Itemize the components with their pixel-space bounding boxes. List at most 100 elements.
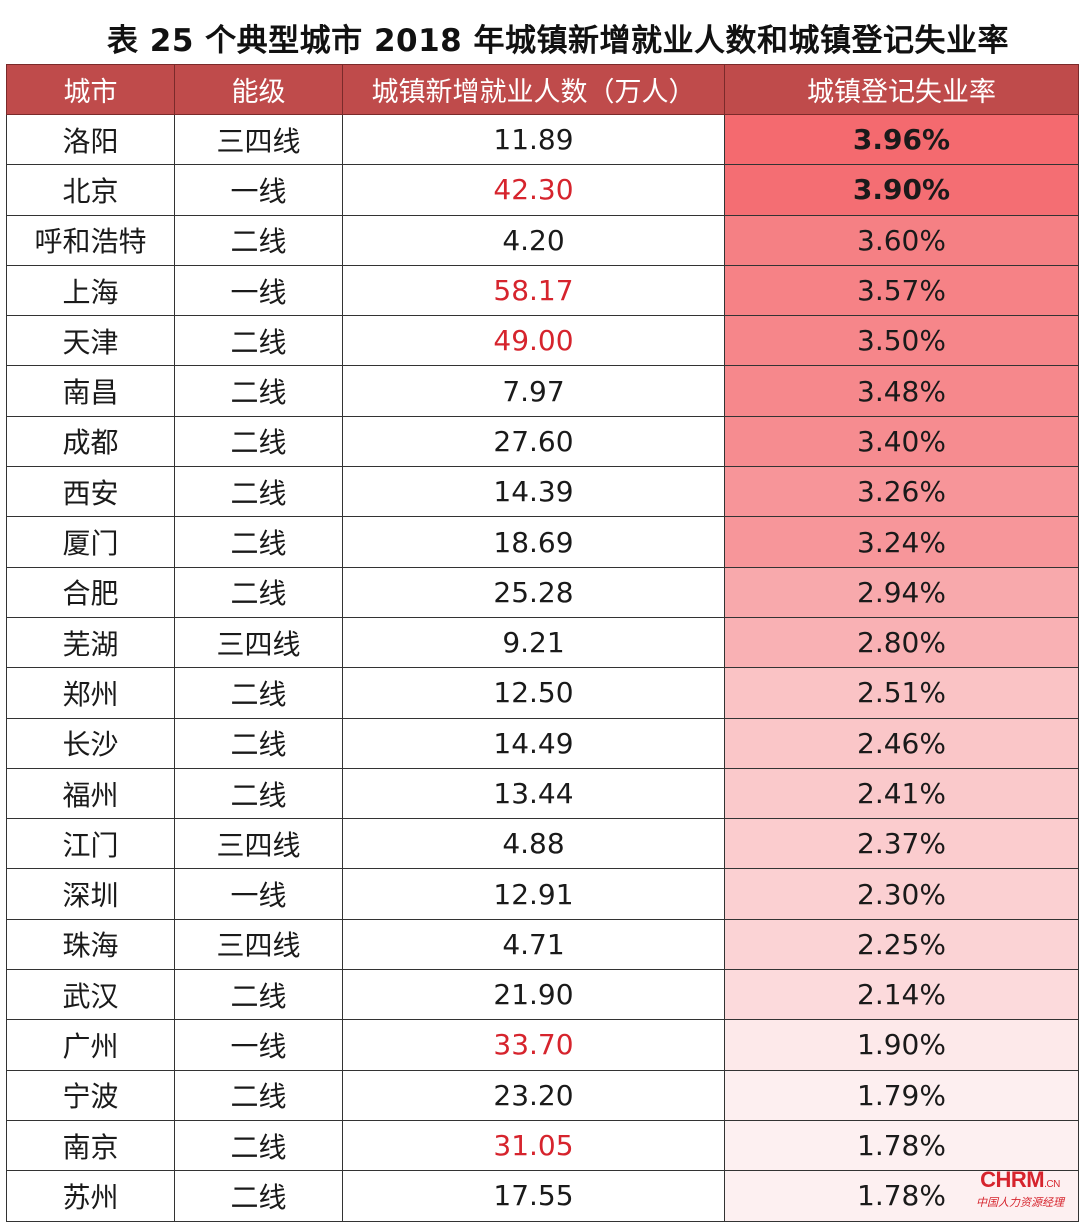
tier-cell: 二线	[174, 1119, 343, 1172]
unemployment-rate-cell: 3.24%	[724, 516, 1079, 568]
table-row: 北京 一线 42.30 3.90%	[6, 164, 1079, 216]
table-row: 广州 一线 33.70 1.90%	[6, 1019, 1079, 1071]
tier-cell: 二线	[174, 1170, 343, 1222]
city-cell: 郑州	[6, 667, 175, 719]
unemployment-rate-cell: 2.30%	[724, 868, 1079, 920]
unemployment-rate-cell: 3.48%	[724, 365, 1079, 417]
new-jobs-cell: 27.60	[342, 415, 725, 468]
new-jobs-cell: 58.17	[342, 264, 725, 317]
tier-cell: 二线	[174, 969, 343, 1021]
tier-cell: 二线	[174, 1069, 343, 1121]
table-row: 厦门 二线 18.69 3.24%	[6, 516, 1079, 568]
city-cell: 西安	[6, 466, 175, 518]
city-cell: 芜湖	[6, 616, 175, 669]
tier-cell: 二线	[174, 466, 343, 518]
table-header-row: 城市 能级 城镇新增就业人数（万人） 城镇登记失业率	[6, 64, 1079, 115]
unemployment-rate-cell: 1.78%	[724, 1170, 1079, 1222]
table-row: 上海 一线 58.17 3.57%	[6, 264, 1079, 317]
table-row: 天津 二线 49.00 3.50%	[6, 315, 1079, 367]
tier-cell: 二线	[174, 516, 343, 568]
city-cell: 宁波	[6, 1069, 175, 1121]
city-cell: 江门	[6, 818, 175, 870]
city-cell: 福州	[6, 767, 175, 820]
city-cell: 成都	[6, 415, 175, 468]
new-jobs-cell: 14.49	[342, 717, 725, 769]
new-jobs-cell: 4.20	[342, 214, 725, 266]
city-cell: 天津	[6, 315, 175, 367]
city-cell: 上海	[6, 264, 175, 317]
new-jobs-cell: 11.89	[342, 113, 725, 166]
data-table: 城市 能级 城镇新增就业人数（万人） 城镇登记失业率 洛阳三四线 11.89 3.9…	[6, 64, 1079, 1222]
table-body: 洛阳 三四线 11.89 3.96% 北京 一线 42.30 3.90% 呼和浩特 二线 4.20 3…	[6, 113, 1079, 1222]
unemployment-rate-cell: 2.41%	[724, 767, 1079, 820]
new-jobs-cell: 42.30	[342, 164, 725, 216]
city-cell: 北京	[6, 164, 175, 216]
header-city: 城市	[6, 64, 175, 115]
new-jobs-cell: 21.90	[342, 969, 725, 1021]
tier-cell: 二线	[174, 767, 343, 820]
table-row: 南京 二线 31.05 1.78%	[6, 1119, 1079, 1172]
table-row: 宁波 二线 23.20 1.79%	[6, 1069, 1079, 1121]
unemployment-rate-cell: 2.25%	[724, 918, 1079, 971]
unemployment-rate-cell: 3.57%	[724, 264, 1079, 317]
table-row: 成都 二线 27.60 3.40%	[6, 415, 1079, 468]
new-jobs-cell: 25.28	[342, 566, 725, 618]
table-row: 福州 二线 13.44 2.41%	[6, 767, 1079, 820]
table-row: 江门 三四线 4.88 2.37%	[6, 818, 1079, 870]
chrm-logo: CHRM.CN 中国人力资源经理	[972, 1167, 1068, 1210]
unemployment-rate-cell: 2.51%	[724, 667, 1079, 719]
logo-tagline: 中国人力资源经理	[976, 1196, 1064, 1209]
tier-cell: 一线	[174, 1019, 343, 1071]
header-tier: 能级	[174, 64, 343, 115]
city-cell: 南昌	[6, 365, 175, 417]
unemployment-rate-cell: 3.26%	[724, 466, 1079, 518]
table-title: 表 25 个典型城市 2018 年城镇新增就业人数和城镇登记失业率	[106, 22, 1010, 59]
unemployment-rate-cell: 3.60%	[724, 214, 1079, 266]
new-jobs-cell: 7.97	[342, 365, 725, 417]
city-cell: 厦门	[6, 516, 175, 568]
new-jobs-cell: 49.00	[342, 315, 725, 367]
city-cell: 武汉	[6, 969, 175, 1021]
tier-cell: 三四线	[174, 818, 343, 870]
table-row: 苏州 二线 17.55 1.78%	[6, 1170, 1079, 1222]
tier-cell: 二线	[174, 214, 343, 266]
tier-cell: 一线	[174, 868, 343, 920]
unemployment-rate-cell: 3.96%	[724, 113, 1079, 166]
tier-cell: 二线	[174, 365, 343, 417]
tier-cell: 二线	[174, 566, 343, 618]
header-new-jobs: 城镇新增就业人数（万人）	[342, 64, 725, 115]
new-jobs-cell: 23.20	[342, 1069, 725, 1121]
tier-cell: 二线	[174, 667, 343, 719]
tier-cell: 二线	[174, 415, 343, 468]
table-row: 西安 二线 14.39 3.26%	[6, 466, 1079, 518]
new-jobs-cell: 12.50	[342, 667, 725, 719]
city-cell: 长沙	[6, 717, 175, 769]
unemployment-rate-cell: 2.37%	[724, 818, 1079, 870]
new-jobs-cell: 13.44	[342, 767, 725, 820]
unemployment-rate-cell: 1.79%	[724, 1069, 1079, 1121]
city-cell: 洛阳	[6, 113, 175, 166]
new-jobs-cell: 33.70	[342, 1019, 725, 1071]
logo-brand: CHRM	[980, 1167, 1045, 1192]
table-row: 深圳 一线 12.91 2.30%	[6, 868, 1079, 920]
table-row: 长沙 二线 14.49 2.46%	[6, 717, 1079, 769]
new-jobs-cell: 12.91	[342, 868, 725, 920]
unemployment-rate-cell: 1.90%	[724, 1019, 1079, 1071]
city-cell: 合肥	[6, 566, 175, 618]
unemployment-rate-cell: 3.40%	[724, 415, 1079, 468]
new-jobs-cell: 9.21	[342, 616, 725, 669]
tier-cell: 一线	[174, 264, 343, 317]
tier-cell: 二线	[174, 717, 343, 769]
tier-cell: 三四线	[174, 616, 343, 669]
tier-cell: 一线	[174, 164, 343, 216]
logo-suffix: .CN	[1044, 1179, 1060, 1190]
unemployment-rate-cell: 3.50%	[724, 315, 1079, 367]
city-cell: 广州	[6, 1019, 175, 1071]
tier-cell: 二线	[174, 315, 343, 367]
new-jobs-cell: 14.39	[342, 466, 725, 518]
new-jobs-cell: 17.55	[342, 1170, 725, 1222]
table-row: 珠海 三四线 4.71 2.25%	[6, 918, 1079, 971]
unemployment-rate-cell: 3.90%	[724, 164, 1079, 216]
header-unemployment-rate: 城镇登记失业率	[724, 64, 1079, 115]
unemployment-rate-cell: 2.80%	[724, 616, 1079, 669]
